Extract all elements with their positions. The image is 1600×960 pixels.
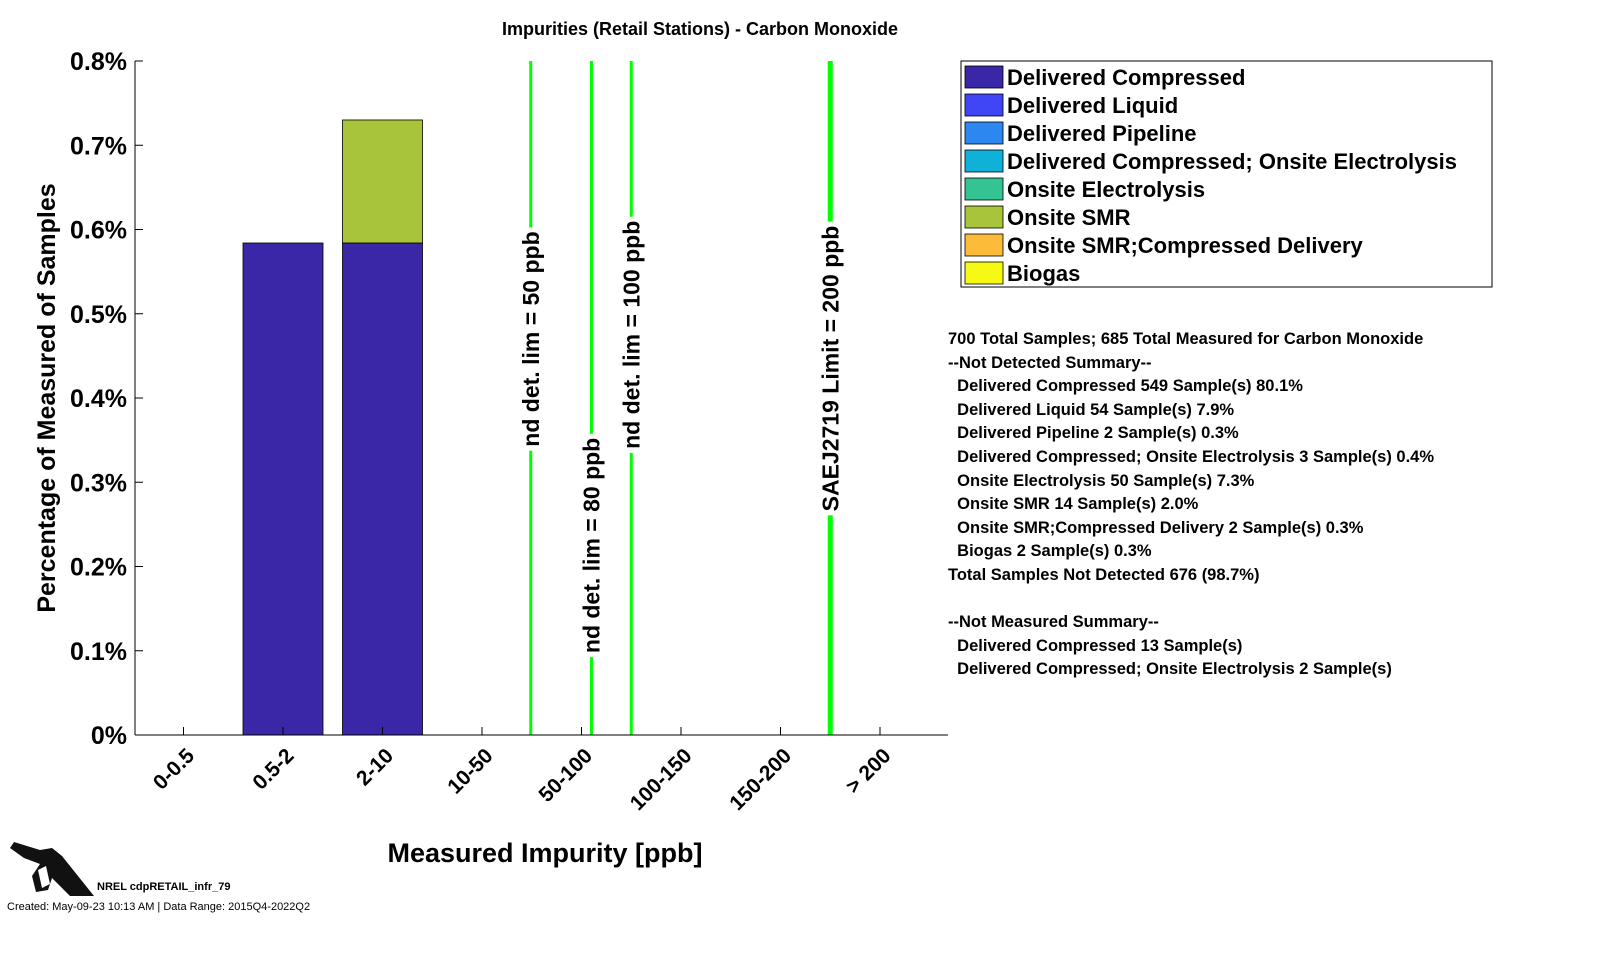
legend-entry: Biogas [1007,261,1080,286]
y-tick-label: 0.3% [70,469,127,497]
summary-line [948,588,1434,612]
y-tick-label: 0.7% [70,132,127,160]
legend-swatch [964,233,1004,257]
legend-swatch [964,65,1004,89]
fuel-nozzle-logo-icon [10,842,94,896]
reference-line-label: SAEJ2719 Limit = 200 ppb [817,226,843,512]
bar-2-10-series-0 [342,242,423,736]
summary-line: Delivered Pipeline 2 Sample(s) 0.3% [948,424,1239,443]
legend-entry: Delivered Compressed; Onsite Electrolysi… [1007,149,1457,174]
legend-entry: Onsite SMR [1007,205,1131,230]
bar-0.5-2-series-0 [242,242,324,736]
y-tick-label: 0% [91,722,127,750]
x-tick-label: 150-200 [725,744,796,815]
x-tick-label: 10-50 [443,744,497,798]
summary-line: Delivered Liquid 54 Sample(s) 7.9% [948,400,1235,419]
x-tick-label: 100-150 [626,744,697,815]
legend-swatch [964,93,1004,117]
summary-line: --Not Measured Summary-- [948,613,1159,632]
summary-line: Delivered Compressed; Onsite Electrolysi… [948,660,1392,679]
legend-entry: Delivered Compressed [1007,65,1245,90]
summary-line: --Not Detected Summary-- [948,353,1152,372]
legend: Delivered Compressed Delivered Liquid Deli… [960,60,1493,288]
x-tick-label: 2-10 [352,744,398,790]
y-axis-label: Percentage of Measured of Samples [33,183,61,612]
y-tick-label: 0.1% [70,638,127,666]
reference-line-label: nd det. lim = 100 ppb [618,221,644,449]
bar-2-10-series-5 [342,119,423,244]
legend-entry: Delivered Liquid [1007,93,1178,118]
y-tick-label: 0.5% [70,301,127,329]
chart-title: Impurities (Retail Stations) - Carbon Mo… [502,19,898,39]
x-axis-label: Measured Impurity [ppb] [387,838,702,868]
created-info: Created: May-09-23 10:13 AM | Data Range… [7,901,311,913]
y-tick-label: 0.4% [70,385,127,413]
y-tick-label: 0.8% [70,48,127,76]
x-tick-label: 50-100 [535,744,598,807]
chart-id: NREL cdpRETAIL_infr_79 [97,881,231,893]
legend-entry: Onsite Electrolysis [1007,177,1205,202]
summary-line: Delivered Compressed 13 Sample(s) [948,636,1243,655]
reference-line-label: nd det. lim = 80 ppb [578,438,604,653]
legend-swatch [964,177,1004,201]
summary-line: Onsite SMR;Compressed Delivery 2 Sample(… [948,518,1364,537]
y-tick-label: 0.6% [70,217,127,245]
summary-line: Biogas 2 Sample(s) 0.3% [948,542,1152,561]
summary-line: Total Samples Not Detected 676 (98.7%) [948,565,1260,584]
summary-line: Onsite Electrolysis 50 Sample(s) 7.3% [948,471,1255,490]
legend-entry: Delivered Pipeline [1007,121,1197,146]
summary-line: Delivered Compressed 549 Sample(s) 80.1% [948,377,1303,396]
legend-entry: Onsite SMR;Compressed Delivery [1007,233,1364,258]
reference-line-label: nd det. lim = 50 ppb [518,231,544,446]
legend-swatch [964,205,1004,229]
summary-line: 700 Total Samples; 685 Total Measured fo… [948,330,1424,348]
summary-text: 700 Total Samples; 685 Total Measured fo… [948,328,1434,682]
x-tick-label: > 200 [842,744,896,798]
y-tick-label: 0.2% [70,554,127,582]
legend-swatch [964,149,1004,173]
legend-swatch [964,261,1004,285]
legend-swatch [964,121,1004,145]
summary-line: Delivered Compressed; Onsite Electrolysi… [948,447,1435,466]
summary-line: Onsite SMR 14 Sample(s) 2.0% [948,495,1199,514]
x-tick-label: 0-0.5 [149,744,199,794]
x-tick-label: 0.5-2 [248,744,298,794]
